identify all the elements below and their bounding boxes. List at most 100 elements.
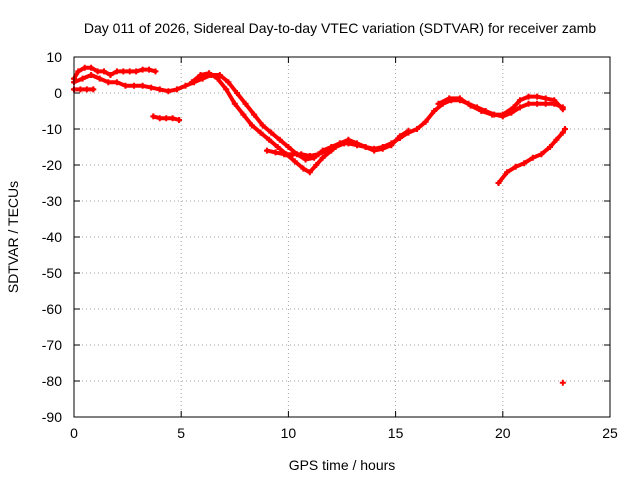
data-point xyxy=(362,144,369,150)
data-point xyxy=(152,68,159,75)
data-point xyxy=(176,117,183,123)
data-point xyxy=(525,93,532,100)
data-point xyxy=(499,111,506,118)
data-point xyxy=(542,100,549,107)
data-point xyxy=(456,95,463,102)
data-point xyxy=(242,100,249,107)
data-point xyxy=(371,147,378,154)
y-tick-label: -30 xyxy=(42,193,62,209)
plot-frame xyxy=(73,56,611,418)
data-point xyxy=(478,108,485,114)
data-layer xyxy=(71,64,568,386)
y-tick-label: -70 xyxy=(42,337,62,353)
y-tick-label: 0 xyxy=(54,85,62,101)
data-point xyxy=(259,122,266,129)
data-point xyxy=(81,64,88,71)
data-point xyxy=(79,75,86,82)
series-track-b xyxy=(71,86,97,93)
data-point xyxy=(341,140,348,147)
axis-layer: 0 5 10 15 20 25 10 0 -10 -20 -30 -40 -50 -60 -70 -80 -90 xyxy=(42,49,618,441)
series-track-e xyxy=(263,140,348,159)
data-point xyxy=(94,68,101,75)
y-tick-label: -90 xyxy=(42,409,62,425)
data-point xyxy=(302,156,309,163)
data-point xyxy=(319,154,326,161)
data-point xyxy=(90,86,97,93)
data-point xyxy=(148,84,155,91)
data-point xyxy=(107,72,114,78)
data-point xyxy=(216,72,223,78)
data-point xyxy=(467,102,474,109)
data-point xyxy=(405,127,412,134)
y-tick-label: -60 xyxy=(42,301,62,317)
data-point xyxy=(139,82,146,89)
data-point xyxy=(315,151,322,158)
data-point xyxy=(263,147,270,154)
data-point xyxy=(521,160,528,167)
y-tick-label: -20 xyxy=(42,157,62,173)
y-tick-label: -80 xyxy=(42,373,62,389)
data-point xyxy=(354,140,361,147)
data-point xyxy=(206,70,213,77)
data-point xyxy=(257,129,264,136)
data-point xyxy=(88,64,95,71)
data-point xyxy=(431,108,438,114)
data-point xyxy=(83,86,90,93)
data-point xyxy=(332,144,339,150)
data-point xyxy=(306,169,313,176)
data-point xyxy=(251,111,258,118)
data-point xyxy=(169,115,176,122)
data-point xyxy=(422,118,429,125)
data-point xyxy=(268,129,275,136)
data-point xyxy=(446,95,453,102)
data-point xyxy=(313,162,320,168)
data-point xyxy=(126,68,133,75)
data-point xyxy=(435,100,442,107)
x-tick-label: 25 xyxy=(602,425,618,441)
x-tick-label: 10 xyxy=(281,425,297,441)
data-point xyxy=(504,169,511,176)
data-point xyxy=(233,90,240,96)
data-point xyxy=(240,111,247,118)
data-point xyxy=(197,72,204,78)
data-point xyxy=(188,79,195,86)
series-track-f xyxy=(150,113,183,123)
data-point xyxy=(199,75,206,82)
x-tick-label: 20 xyxy=(495,425,511,441)
data-point xyxy=(77,86,84,93)
data-point xyxy=(546,144,553,150)
series-line xyxy=(265,141,347,158)
data-point xyxy=(113,79,120,86)
y-axis-title: SDTVAR / TECUs xyxy=(5,181,21,293)
x-tick-label: 0 xyxy=(70,425,78,441)
data-point xyxy=(248,122,255,129)
data-point xyxy=(139,66,146,73)
y-tick-label: -10 xyxy=(42,121,62,137)
data-point xyxy=(182,82,189,89)
data-point xyxy=(173,86,180,93)
x-axis-title: GPS time / hours xyxy=(289,457,396,473)
x-tick-label: 5 xyxy=(177,425,185,441)
data-point xyxy=(285,144,292,150)
y-tick-label: -40 xyxy=(42,229,62,245)
data-point xyxy=(276,136,283,143)
data-point xyxy=(223,86,230,93)
data-point xyxy=(298,151,305,158)
data-point xyxy=(289,151,296,158)
y-tick-label: -50 xyxy=(42,265,62,281)
data-point xyxy=(559,379,566,386)
data-point xyxy=(379,145,386,152)
data-point xyxy=(163,115,170,122)
data-point xyxy=(156,86,163,93)
data-point xyxy=(96,75,103,82)
data-point xyxy=(300,165,307,172)
data-point xyxy=(559,106,566,113)
data-point xyxy=(525,100,532,107)
data-point xyxy=(512,163,519,170)
data-point xyxy=(414,126,421,132)
data-point xyxy=(231,100,238,107)
data-point xyxy=(165,88,172,95)
data-point xyxy=(516,97,523,104)
data-point xyxy=(113,68,120,75)
